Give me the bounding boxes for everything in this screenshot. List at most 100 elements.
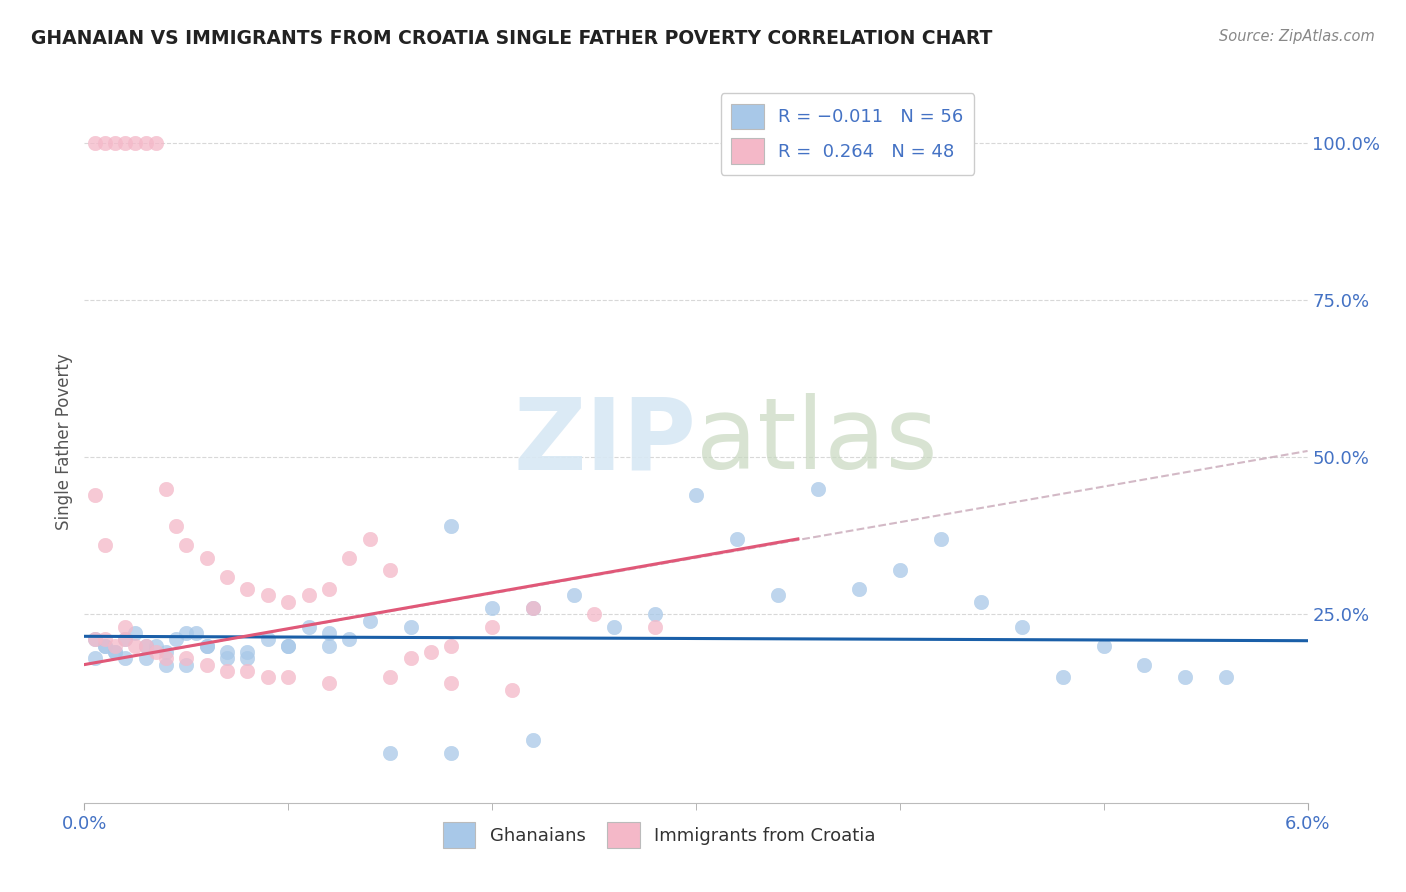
Point xyxy=(145,645,167,659)
Point xyxy=(124,626,146,640)
Point xyxy=(104,136,127,150)
Point xyxy=(1092,639,1115,653)
Point xyxy=(644,607,666,622)
Point xyxy=(277,595,299,609)
Point xyxy=(1133,657,1156,672)
Point xyxy=(440,746,463,760)
Point xyxy=(1215,670,1237,684)
Point xyxy=(135,651,157,665)
Point xyxy=(217,651,239,665)
Point xyxy=(318,639,340,653)
Point xyxy=(93,136,117,150)
Point xyxy=(165,632,187,647)
Point xyxy=(583,607,606,622)
Point xyxy=(114,632,136,647)
Point xyxy=(83,632,105,647)
Point xyxy=(929,532,952,546)
Y-axis label: Single Father Poverty: Single Father Poverty xyxy=(55,353,73,530)
Point xyxy=(135,639,157,653)
Point xyxy=(481,620,503,634)
Point xyxy=(257,632,280,647)
Point xyxy=(318,676,340,690)
Point xyxy=(114,620,136,634)
Text: Source: ZipAtlas.com: Source: ZipAtlas.com xyxy=(1219,29,1375,45)
Point xyxy=(277,639,299,653)
Point xyxy=(176,626,198,640)
Point xyxy=(440,676,463,690)
Point xyxy=(420,645,443,659)
Point xyxy=(1174,670,1197,684)
Point xyxy=(104,645,127,659)
Point xyxy=(195,639,218,653)
Legend: Ghanaians, Immigrants from Croatia: Ghanaians, Immigrants from Croatia xyxy=(436,815,883,855)
Point xyxy=(339,632,361,647)
Point xyxy=(502,682,524,697)
Point xyxy=(155,482,177,496)
Point xyxy=(155,645,177,659)
Point xyxy=(93,639,117,653)
Text: ZIP: ZIP xyxy=(513,393,696,490)
Point xyxy=(298,589,321,603)
Point xyxy=(236,582,259,597)
Point xyxy=(298,620,321,634)
Point xyxy=(83,632,105,647)
Point xyxy=(135,136,157,150)
Point xyxy=(176,538,198,552)
Point xyxy=(145,639,167,653)
Point xyxy=(1052,670,1074,684)
Point xyxy=(522,601,544,615)
Point xyxy=(359,532,381,546)
Point xyxy=(889,563,911,577)
Point xyxy=(522,601,544,615)
Point xyxy=(114,651,136,665)
Point xyxy=(83,651,105,665)
Point xyxy=(83,136,105,150)
Point xyxy=(848,582,870,597)
Point xyxy=(236,651,259,665)
Point xyxy=(93,639,117,653)
Point xyxy=(104,639,127,653)
Point xyxy=(440,639,463,653)
Point xyxy=(644,620,666,634)
Point xyxy=(603,620,626,634)
Point xyxy=(339,550,361,565)
Point xyxy=(217,569,239,583)
Point xyxy=(155,657,177,672)
Point xyxy=(766,589,789,603)
Point xyxy=(217,664,239,678)
Point xyxy=(399,651,422,665)
Point xyxy=(807,482,830,496)
Point xyxy=(124,136,146,150)
Point xyxy=(186,626,208,640)
Point xyxy=(685,488,707,502)
Point xyxy=(970,595,993,609)
Point xyxy=(176,657,198,672)
Point xyxy=(145,136,167,150)
Point xyxy=(135,639,157,653)
Text: GHANAIAN VS IMMIGRANTS FROM CROATIA SINGLE FATHER POVERTY CORRELATION CHART: GHANAIAN VS IMMIGRANTS FROM CROATIA SING… xyxy=(31,29,993,48)
Point xyxy=(217,645,239,659)
Point xyxy=(83,488,105,502)
Point xyxy=(114,136,136,150)
Point xyxy=(176,651,198,665)
Point xyxy=(725,532,748,546)
Point xyxy=(104,645,127,659)
Point xyxy=(1011,620,1033,634)
Point xyxy=(257,589,280,603)
Text: atlas: atlas xyxy=(696,393,938,490)
Point xyxy=(318,582,340,597)
Point xyxy=(195,550,218,565)
Point xyxy=(236,664,259,678)
Point xyxy=(195,639,218,653)
Point xyxy=(399,620,422,634)
Point xyxy=(522,733,544,747)
Point xyxy=(165,519,187,533)
Point xyxy=(277,670,299,684)
Point xyxy=(124,639,146,653)
Point xyxy=(481,601,503,615)
Point xyxy=(257,670,280,684)
Point xyxy=(380,563,402,577)
Point xyxy=(562,589,585,603)
Point xyxy=(440,519,463,533)
Point xyxy=(380,746,402,760)
